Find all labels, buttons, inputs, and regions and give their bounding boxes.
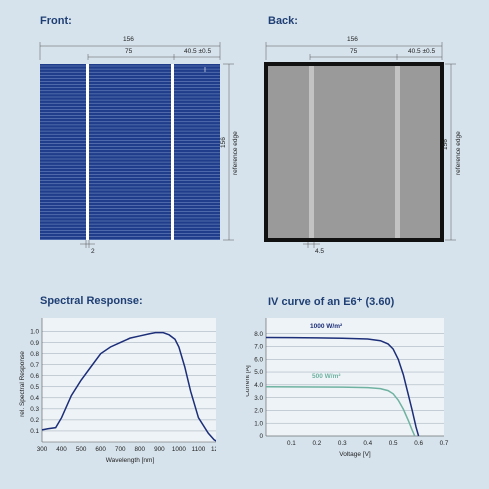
front-cell (40, 64, 220, 240)
y-tick-label: 0.3 (30, 406, 39, 413)
front-dim-center: 75 (125, 48, 133, 55)
x-tick-label: 900 (154, 446, 165, 453)
x-tick-label: 0.6 (414, 440, 423, 447)
back-dimension-lines (265, 42, 456, 248)
back-busbar-left (309, 66, 314, 238)
series-line (265, 386, 416, 437)
front-dim-total: 156 (123, 36, 134, 43)
series-line (265, 336, 420, 437)
y-tick-label: 7.0 (254, 344, 263, 351)
y-tick-label: 8.0 (254, 331, 263, 338)
x-axis-label: Wavelength [nm] (106, 457, 155, 464)
x-tick-label: 1200 (211, 446, 216, 453)
series-label: 1000 W/m² (310, 323, 343, 330)
iv-heading: IV curve of an E6⁺ (3.60) (268, 296, 395, 308)
y-tick-label: 1.0 (254, 420, 263, 427)
y-tick-label: 0.8 (30, 351, 39, 358)
front-reference-edge: reference edge (232, 131, 239, 175)
spectral-heading: Spectral Response: (40, 295, 143, 307)
back-dim-edge: 40.5 ±0.5 (408, 48, 436, 55)
y-tick-label: 0.2 (30, 417, 39, 424)
front-heading: Front: (40, 15, 72, 27)
back-heading: Back: (268, 15, 298, 27)
y-tick-label: 0.1 (30, 428, 39, 435)
x-tick-label: 700 (115, 446, 126, 453)
y-tick-label: 0.5 (30, 384, 39, 391)
y-tick-label: 0 (259, 433, 263, 440)
x-tick-label: 0.4 (363, 440, 372, 447)
x-tick-label: 0.2 (312, 440, 321, 447)
y-axis-label: rel. Spectral Response (19, 351, 26, 417)
plot-area (42, 318, 216, 442)
series-label: 500 W/m² (312, 373, 341, 380)
back-busbar-right (395, 66, 400, 238)
x-tick-label: 0.7 (440, 440, 449, 447)
x-tick-label: 600 (95, 446, 106, 453)
y-tick-label: 6.0 (254, 356, 263, 363)
x-tick-label: 1000 (172, 446, 187, 453)
front-dim-height: 156 (220, 137, 227, 148)
x-tick-label: 0.3 (338, 440, 347, 447)
x-tick-label: 800 (135, 446, 146, 453)
y-tick-label: 2.0 (254, 408, 263, 415)
back-dim-total: 156 (347, 36, 358, 43)
back-dim-busbar: 4.5 (315, 248, 325, 255)
series-line (41, 331, 216, 442)
x-tick-label: 1100 (192, 446, 206, 453)
back-dim-center: 75 (350, 48, 358, 55)
x-tick-label: 0.5 (389, 440, 398, 447)
front-dim-busbar: 2 (91, 248, 95, 255)
y-tick-label: 0.6 (30, 373, 39, 380)
front-busbar-right (171, 64, 174, 240)
x-axis-label: Voltage [V] (339, 451, 371, 458)
y-tick-label: 1.0 (30, 329, 39, 336)
front-dim-edge: 40.5 ±0.5 (184, 48, 212, 55)
y-tick-label: 3.0 (254, 395, 263, 402)
y-axis-label: Current [A] (246, 365, 251, 397)
spectral-response-chart: 0.1 0.2 0.3 0.4 0.5 0.6 0.7 0.8 0.9 1.0 300 400 500 6… (19, 318, 216, 464)
back-cell (264, 62, 444, 242)
back-dim-height: 156 (442, 139, 449, 150)
x-tick-label: 300 (37, 446, 48, 453)
plot-area (266, 318, 444, 436)
front-dimension-lines (39, 42, 234, 248)
y-tick-label: 0.4 (30, 395, 39, 402)
iv-curve-chart: 0 1.0 2.0 3.0 4.0 5.0 6.0 7.0 8.0 0.1 0.2 0.3 0.4 0.5… (246, 318, 449, 458)
y-tick-label: 0.9 (30, 340, 39, 347)
x-tick-label: 500 (76, 446, 87, 453)
y-tick-label: 5.0 (254, 369, 263, 376)
back-reference-edge: reference edge (455, 131, 462, 175)
x-tick-label: 400 (56, 446, 67, 453)
y-tick-label: 4.0 (254, 382, 263, 389)
front-finger-lines (40, 65, 220, 240)
y-tick-label: 0.7 (30, 362, 39, 369)
front-busbar-left (86, 64, 89, 240)
x-tick-label: 0.1 (287, 440, 296, 447)
